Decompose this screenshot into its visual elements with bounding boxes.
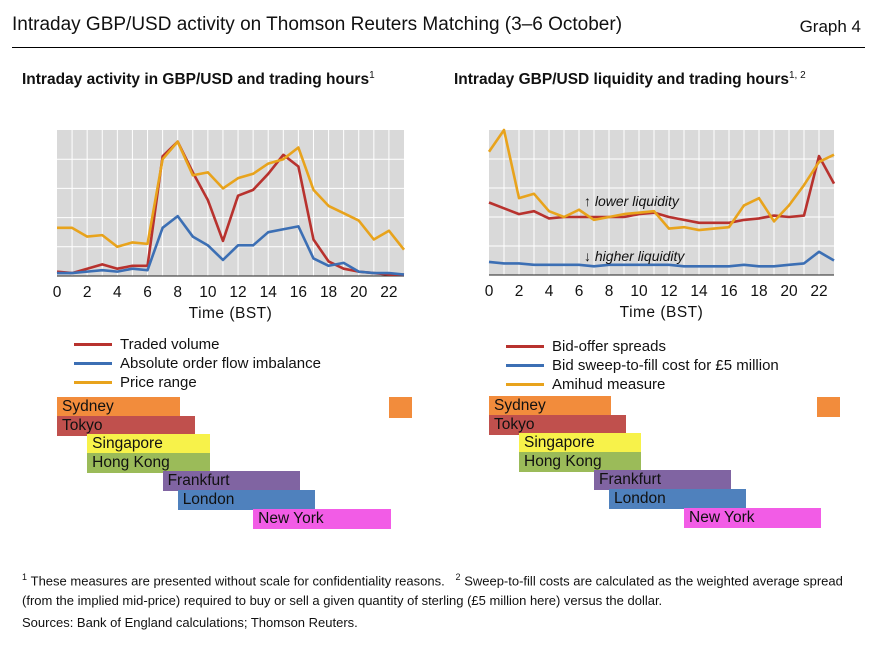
- left-extra-orange-swatch: [389, 397, 412, 418]
- right-subtitle-footnote-mark: 1, 2: [789, 70, 806, 81]
- session-bar-frankfurt: Frankfurt: [162, 471, 301, 492]
- x-tick-label: 12: [229, 284, 246, 301]
- left-chart-subtitle: Intraday activity in GBP/USD and trading…: [22, 70, 375, 89]
- session-bar-frankfurt: Frankfurt: [594, 470, 731, 491]
- session-bar-new-york: New York: [684, 507, 821, 528]
- annotation-lower-liquidity: ↑ lower liquidity: [584, 193, 680, 209]
- x-tick-label: 10: [630, 283, 648, 300]
- right-legend: Bid-offer spreads Bid sweep-to-fill cost…: [506, 337, 779, 394]
- right-series-line-0: [488, 154, 836, 225]
- x-tick-label: 16: [290, 284, 307, 301]
- session-bar-tokyo: Tokyo: [489, 414, 626, 435]
- legend-item-order-flow: Absolute order flow imbalance: [74, 354, 321, 373]
- legend-label: Price range: [120, 374, 197, 391]
- x-tick-label: 8: [173, 284, 182, 301]
- session-bar-sydney: Sydney: [489, 396, 611, 416]
- legend-swatch-orange: [74, 381, 112, 384]
- legend-swatch-orange: [506, 383, 544, 386]
- x-tick-label: 4: [545, 283, 554, 300]
- left-series-line-2: [57, 140, 406, 251]
- left-legend: Traded volume Absolute order flow imbala…: [74, 335, 321, 392]
- session-bar-london: London: [609, 489, 746, 509]
- x-tick-label: 2: [515, 283, 524, 300]
- x-tick-label: 20: [780, 283, 798, 300]
- x-tick-label: 4: [113, 284, 122, 301]
- x-tick-label: 0: [485, 283, 494, 300]
- legend-label: Absolute order flow imbalance: [120, 355, 321, 372]
- legend-label: Traded volume: [120, 336, 220, 353]
- sources: Sources: Bank of England calculations; T…: [22, 615, 358, 630]
- right-plot-area: [489, 130, 834, 275]
- session-bar-new-york: New York: [253, 508, 391, 529]
- left-subtitle-footnote-mark: 1: [369, 70, 375, 81]
- legend-label: Bid sweep-to-fill cost for £5 million: [552, 357, 779, 374]
- footnote-2: Sweep-to-fill costs are calculated as th…: [22, 573, 843, 609]
- x-tick-label: 16: [720, 283, 737, 300]
- session-bar-hong-kong: Hong Kong: [87, 452, 210, 473]
- legend-item-bid-offer: Bid-offer spreads: [506, 337, 779, 356]
- right-series-line-2: [487, 128, 835, 232]
- x-tick-label: 18: [750, 283, 767, 300]
- legend-swatch-red: [506, 345, 544, 348]
- session-bar-sydney: Sydney: [57, 397, 180, 417]
- legend-item-price-range: Price range: [74, 373, 321, 392]
- x-tick-label: 14: [260, 284, 278, 301]
- left-series-line-1: [57, 214, 405, 276]
- x-tick-label: 22: [810, 283, 827, 300]
- x-tick-label: 12: [660, 283, 677, 300]
- session-bar-tokyo: Tokyo: [57, 415, 195, 436]
- annotation-higher-liquidity: ↓ higher liquidity: [584, 248, 685, 264]
- right-x-axis-title: Time (BST): [620, 304, 704, 321]
- legend-item-sweep-to-fill: Bid sweep-to-fill cost for £5 million: [506, 356, 779, 375]
- legend-swatch-red: [74, 343, 112, 346]
- x-tick-label: 14: [690, 283, 708, 300]
- right-subtitle-text: Intraday GBP/USD liquidity and trading h…: [454, 71, 789, 89]
- left-x-axis-title: Time (BST): [189, 305, 273, 322]
- footnotes: 1 These measures are presented without s…: [22, 567, 867, 611]
- footnote-1: These measures are presented without sca…: [30, 573, 445, 589]
- page-title: Intraday GBP/USD activity on Thomson Reu…: [12, 14, 623, 35]
- x-tick-label: 18: [320, 284, 337, 301]
- x-tick-label: 0: [53, 284, 62, 301]
- legend-label: Amihud measure: [552, 376, 666, 393]
- right-series-line-1: [488, 250, 835, 268]
- left-subtitle-text: Intraday activity in GBP/USD and trading…: [22, 71, 370, 89]
- x-tick-label: 6: [575, 283, 584, 300]
- x-tick-label: 2: [83, 284, 92, 301]
- x-tick-label: 20: [350, 284, 368, 301]
- session-bar-singapore: Singapore: [519, 433, 641, 454]
- graph-label: Graph 4: [799, 17, 861, 36]
- legend-item-amihud: Amihud measure: [506, 375, 779, 394]
- footnote-1-mark: 1: [22, 572, 28, 582]
- session-bar-singapore: Singapore: [87, 434, 210, 455]
- legend-label: Bid-offer spreads: [552, 338, 666, 355]
- right-extra-orange-swatch: [817, 397, 840, 417]
- session-bar-london: London: [177, 490, 316, 510]
- legend-swatch-blue: [74, 362, 112, 365]
- x-tick-label: 10: [199, 284, 217, 301]
- legend-item-traded-volume: Traded volume: [74, 335, 321, 354]
- left-series-line-0: [56, 140, 404, 276]
- x-tick-label: 6: [143, 284, 152, 301]
- footnote-2-mark: 2: [455, 572, 461, 582]
- x-tick-label: 22: [380, 284, 397, 301]
- session-bar-hong-kong: Hong Kong: [519, 451, 641, 472]
- left-plot-area: [57, 130, 404, 276]
- title-divider: [12, 47, 865, 48]
- right-chart-subtitle: Intraday GBP/USD liquidity and trading h…: [454, 70, 806, 89]
- legend-swatch-blue: [506, 364, 544, 367]
- x-tick-label: 8: [605, 283, 614, 300]
